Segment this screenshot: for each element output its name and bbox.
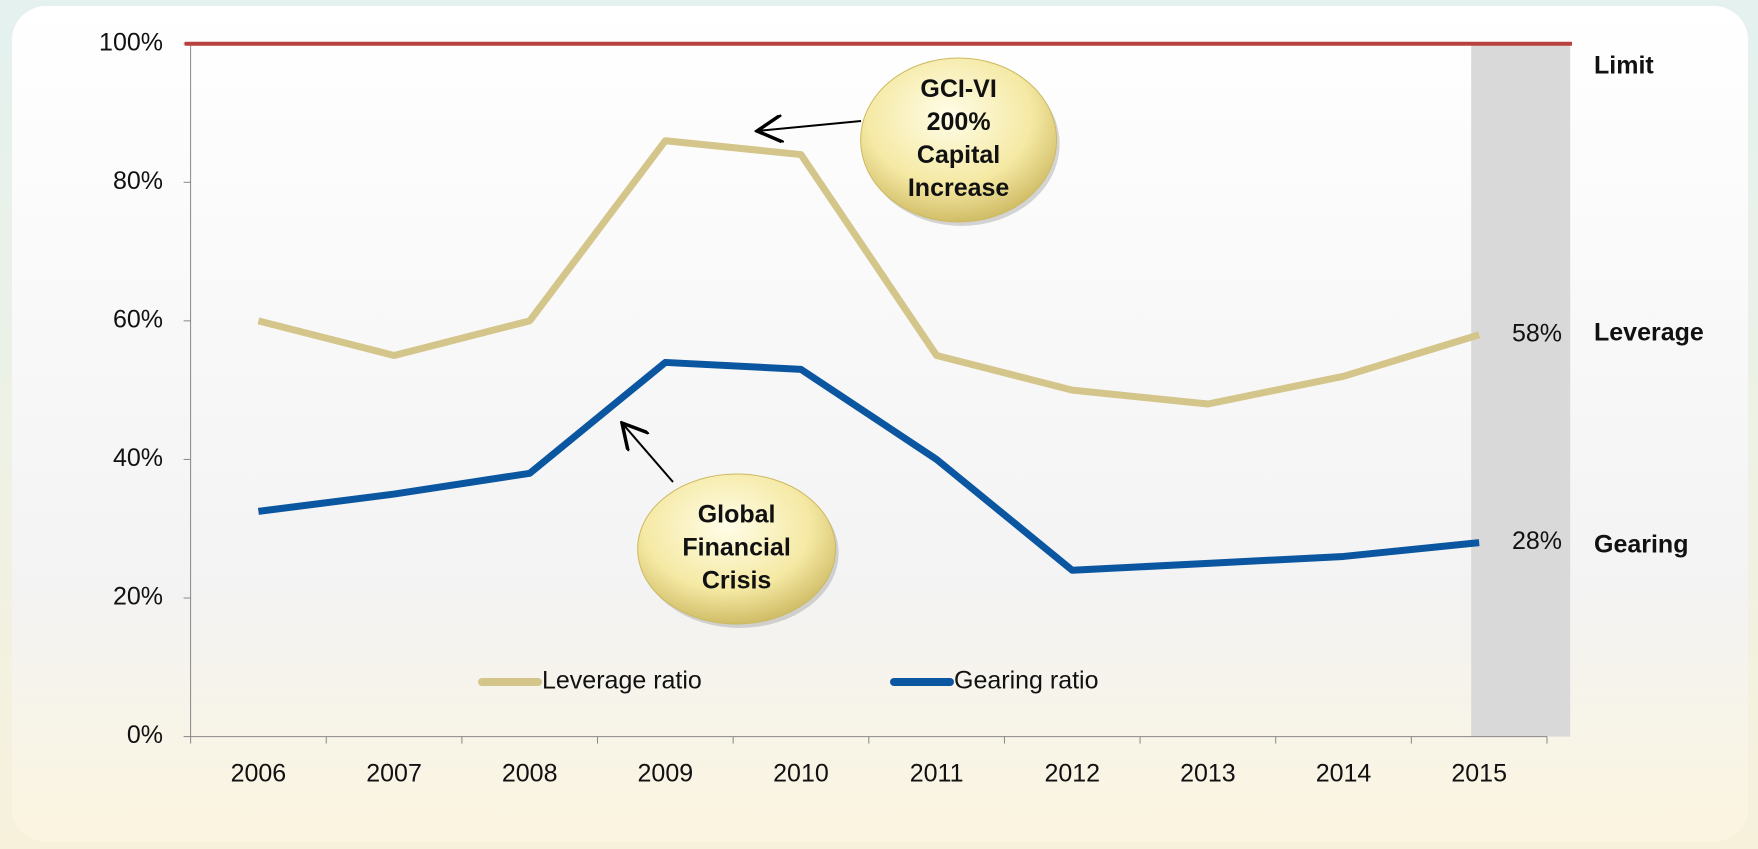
y-tick-label: 100%	[99, 28, 163, 56]
series-end-label: Leverage	[1594, 319, 1704, 347]
annotation-text: Global	[698, 501, 776, 529]
annotation-text: GCI-VI	[920, 75, 996, 103]
annotation-text: Financial	[682, 534, 790, 562]
y-tick-label: 0%	[127, 721, 163, 749]
x-tick-label: 2011	[910, 760, 964, 788]
annotation-text: Capital	[917, 141, 1000, 169]
highlight-band	[1471, 43, 1571, 737]
annotation-text: 200%	[927, 108, 991, 136]
annotation-arrow	[757, 121, 862, 131]
y-tick-label: 80%	[113, 167, 163, 195]
x-tick-label: 2010	[773, 760, 829, 788]
x-tick-label: 2007	[366, 760, 422, 788]
x-tick-label: 2009	[638, 760, 694, 788]
x-tick-label: 2015	[1451, 760, 1507, 788]
annotation-bubble	[860, 57, 1058, 223]
value-label: 28%	[1512, 527, 1562, 555]
annotation-bubble	[637, 473, 837, 625]
value-label: 58%	[1512, 319, 1562, 347]
series-line	[257, 358, 1480, 574]
legend-label: Leverage ratio	[542, 667, 702, 695]
x-tick-label: 2014	[1316, 760, 1372, 788]
legend-label: Gearing ratio	[954, 667, 1099, 695]
x-tick-label: 2012	[1044, 760, 1100, 788]
x-tick-label: 2008	[502, 760, 558, 788]
x-tick-label: 2006	[231, 760, 287, 788]
y-tick-label: 60%	[113, 305, 163, 333]
series-line	[257, 137, 1481, 408]
y-tick-label: 20%	[113, 583, 163, 611]
series-end-label: Gearing	[1594, 531, 1688, 559]
annotation-text: Crisis	[702, 567, 771, 595]
limit-label: Limit	[1594, 52, 1654, 80]
annotation-text: Increase	[908, 174, 1010, 202]
y-tick-label: 40%	[113, 444, 163, 472]
annotation-arrow	[622, 423, 674, 483]
x-tick-label: 2013	[1180, 760, 1236, 788]
